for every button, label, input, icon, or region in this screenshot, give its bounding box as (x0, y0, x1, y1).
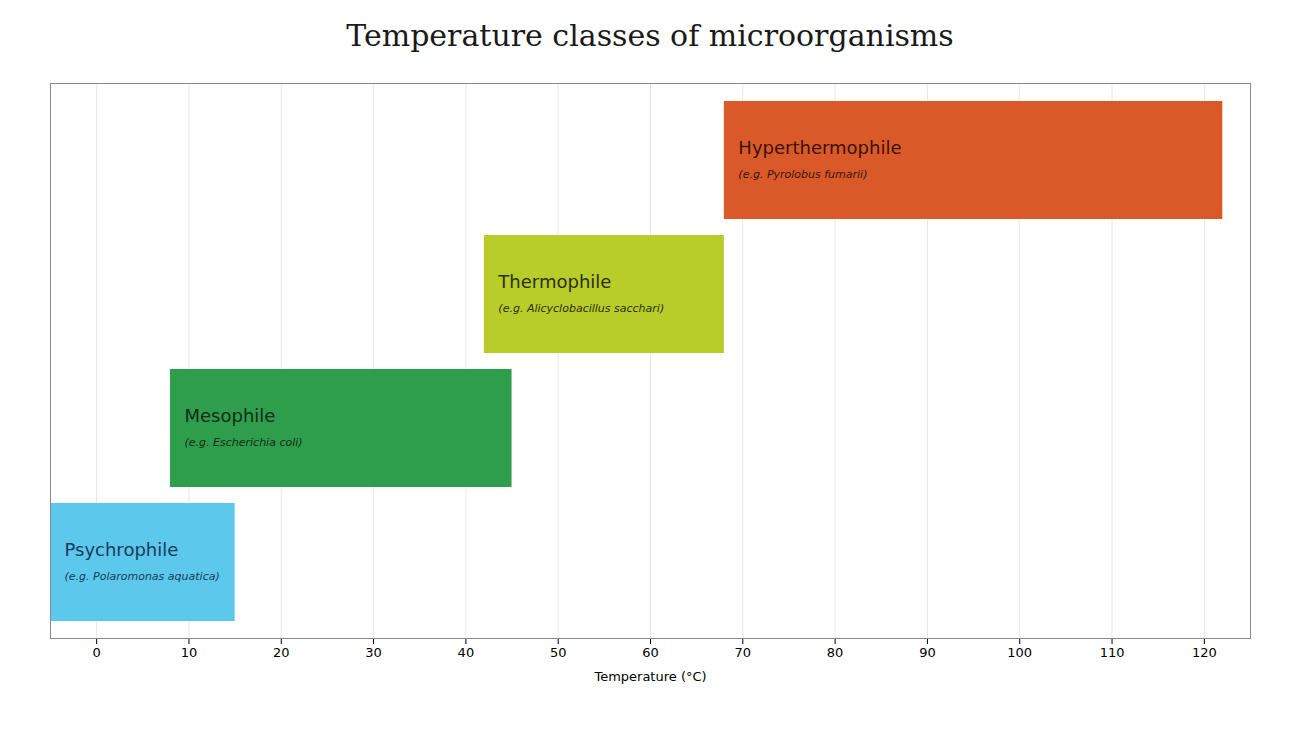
svg-text:120: 120 (1192, 645, 1217, 660)
svg-text:70: 70 (735, 645, 752, 660)
svg-text:10: 10 (181, 645, 198, 660)
svg-text:Mesophile: Mesophile (185, 405, 276, 426)
svg-text:(e.g. Pyrolobus fumarii): (e.g. Pyrolobus fumarii) (738, 168, 867, 181)
svg-text:(e.g. Polaromonas aquatica): (e.g. Polaromonas aquatica) (65, 570, 220, 583)
svg-text:Hyperthermophile: Hyperthermophile (738, 137, 901, 158)
svg-text:Temperature (°C): Temperature (°C) (593, 669, 706, 684)
svg-text:100: 100 (1007, 645, 1032, 660)
svg-text:Thermophile: Thermophile (497, 271, 611, 292)
html-text:Temperature classes of microor: Temperature classes of microorganisms (346, 18, 954, 53)
svg-text:90: 90 (919, 645, 936, 660)
svg-text:20: 20 (273, 645, 290, 660)
svg-text:Psychrophile: Psychrophile (65, 539, 179, 560)
svg-text:110: 110 (1100, 645, 1125, 660)
svg-text:50: 50 (550, 645, 567, 660)
svg-text:0: 0 (93, 645, 101, 660)
svg-text:60: 60 (642, 645, 659, 660)
svg-text:40: 40 (458, 645, 475, 660)
svg-text:80: 80 (827, 645, 844, 660)
svg-text:(e.g. Escherichia coli): (e.g. Escherichia coli) (185, 436, 303, 449)
svg-text:(e.g. Alicyclobacillus sacchar: (e.g. Alicyclobacillus sacchari) (498, 302, 664, 315)
svg-text:30: 30 (365, 645, 382, 660)
